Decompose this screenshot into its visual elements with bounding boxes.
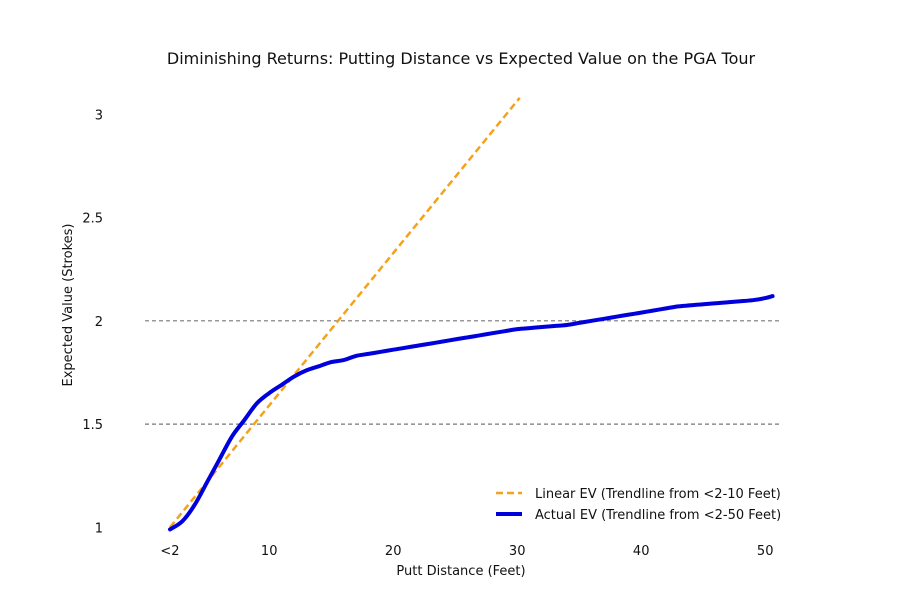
x-axis-ticks: <2 10 20 30 40 50 xyxy=(160,544,773,559)
x-tick-label: 40 xyxy=(633,544,650,559)
x-tick-label: 30 xyxy=(509,544,526,559)
y-tick-label: 2.5 xyxy=(82,212,103,227)
y-tick-label: 2 xyxy=(95,315,103,330)
legend: Linear EV (Trendline from <2-10 Feet) Ac… xyxy=(496,487,781,523)
x-tick-label: 20 xyxy=(385,544,402,559)
y-tick-label: 1 xyxy=(95,521,103,536)
series-group xyxy=(168,97,775,532)
series-line-actual-ev xyxy=(168,294,775,532)
x-tick-label: 50 xyxy=(757,544,774,559)
x-axis-label: Putt Distance (Feet) xyxy=(396,564,525,579)
y-axis-ticks: 1 1.5 2 2.5 3 xyxy=(82,108,103,536)
x-tick-label: 10 xyxy=(261,544,278,559)
reference-lines xyxy=(145,320,779,425)
series-line-linear-ev xyxy=(169,97,521,529)
chart-title: Diminishing Returns: Putting Distance vs… xyxy=(167,49,756,68)
x-tick-label: <2 xyxy=(160,544,179,559)
y-tick-label: 3 xyxy=(95,108,103,123)
y-tick-label: 1.5 xyxy=(82,418,103,433)
legend-label-linear-ev: Linear EV (Trendline from <2-10 Feet) xyxy=(535,487,781,502)
legend-label-actual-ev: Actual EV (Trendline from <2-50 Feet) xyxy=(535,508,781,523)
y-axis-label: Expected Value (Strokes) xyxy=(61,224,76,387)
